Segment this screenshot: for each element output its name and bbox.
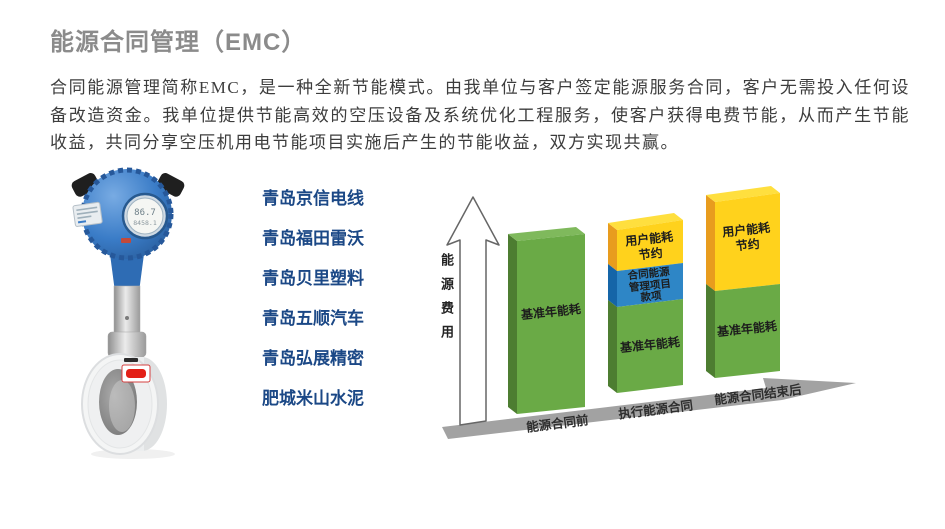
client-item-1: 青岛京信电线	[262, 189, 364, 208]
emc-chart: 能源费用 基准年能耗 用户能耗 节约 合同能源 管理项目 款项 基准年能耗 用户…	[430, 185, 918, 443]
emc-chart-svg	[442, 186, 856, 439]
flange-slot	[124, 358, 138, 362]
display-tag	[121, 238, 131, 243]
name-plate	[72, 201, 103, 227]
display-value-primary: 86.7	[134, 208, 156, 218]
flowmeter-svg: 86.7 8458.1	[71, 167, 185, 459]
client-item-4: 青岛五顺汽车	[262, 309, 364, 328]
client-item-5: 青岛弘展精密	[262, 349, 364, 368]
intro-paragraph: 合同能源管理简称EMC，是一种全新节能模式。由我单位与客户签定能源服务合同，客户…	[50, 78, 910, 152]
baseline-platform-arrow	[442, 378, 856, 439]
flowmeter-image: 86.7 8458.1	[58, 166, 256, 462]
device-neck	[110, 254, 144, 292]
device-collar	[107, 331, 147, 358]
display-screen	[126, 197, 164, 235]
flange-red-tag-fill	[126, 369, 146, 378]
stem-bolt	[125, 316, 129, 320]
y-axis-label: 能源费用	[439, 253, 454, 349]
bar-after-contract	[706, 186, 780, 378]
page-title: 能源合同管理（EMC）	[50, 29, 307, 56]
flange-bore-highlight	[109, 380, 135, 432]
client-item-2: 青岛福田雷沃	[262, 229, 364, 248]
client-item-3: 青岛贝里塑料	[262, 269, 364, 288]
display-value-secondary: 8458.1	[133, 219, 157, 227]
client-item-6: 肥城米山水泥	[262, 389, 364, 408]
bar-during-contract	[608, 213, 683, 393]
y-axis-arrow	[446, 196, 500, 426]
client-list: 青岛京信电线 青岛福田雷沃 青岛贝里塑料 青岛五顺汽车 青岛弘展精密 肥城米山水…	[262, 190, 364, 430]
bar-before-contract	[508, 227, 585, 414]
bar2-segment-label-emc-payment: 合同能源 管理项目 款项	[627, 265, 672, 305]
